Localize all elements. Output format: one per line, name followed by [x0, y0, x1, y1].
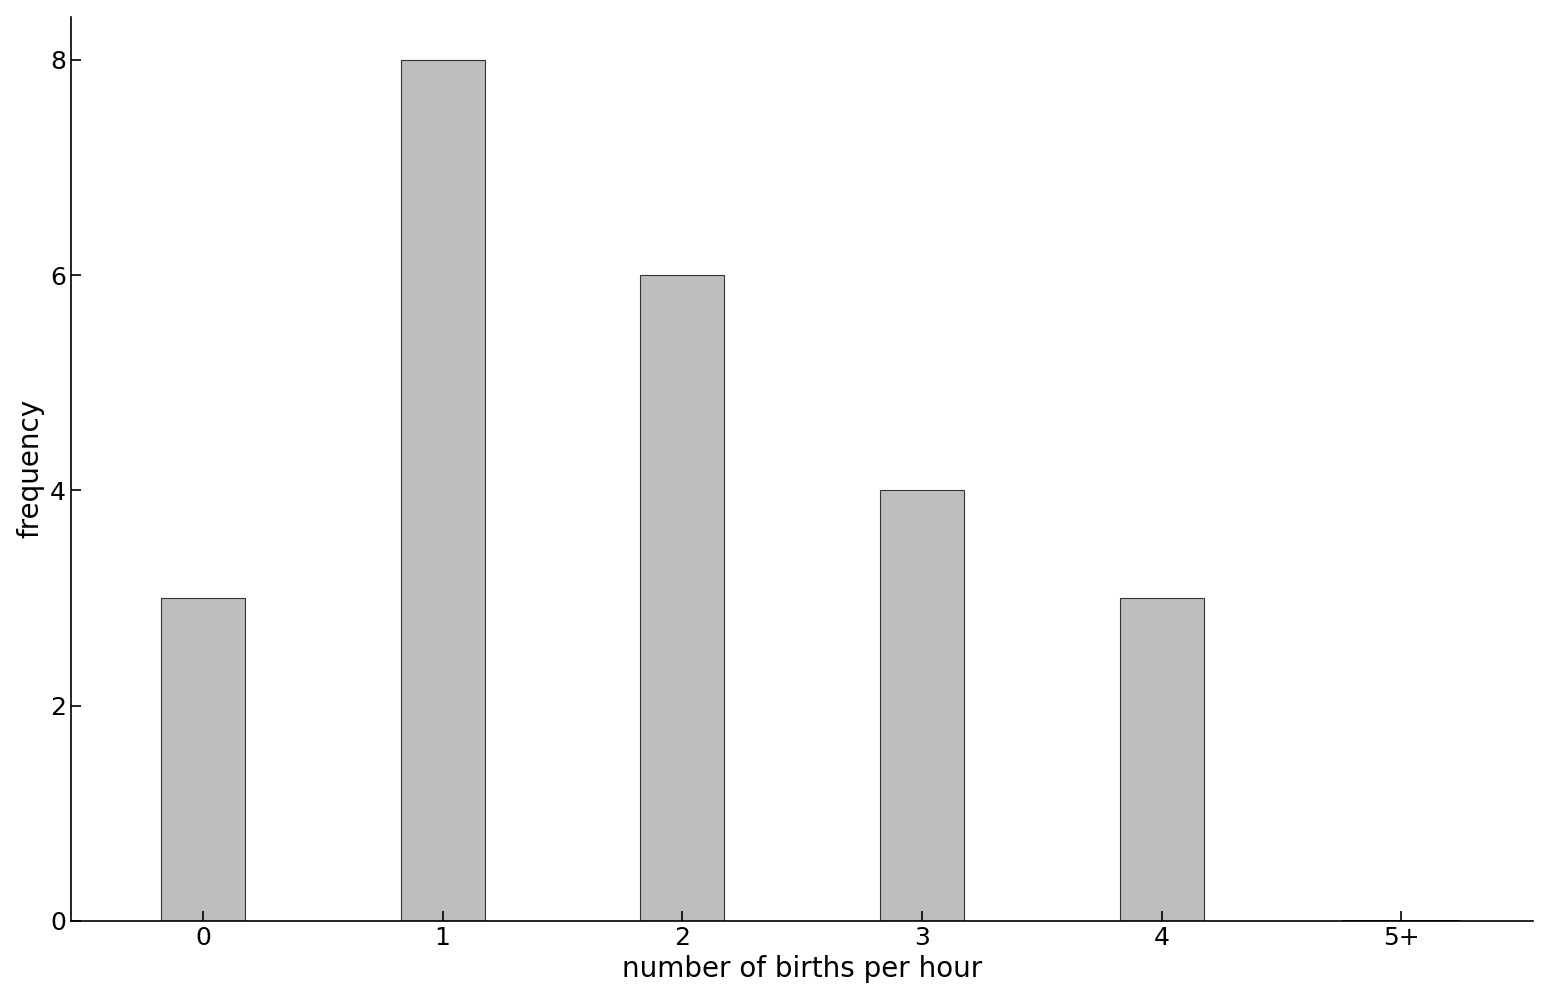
- Bar: [640, 275, 724, 921]
- Y-axis label: frequency: frequency: [17, 399, 45, 538]
- X-axis label: number of births per hour: number of births per hour: [622, 955, 983, 983]
- Bar: [401, 60, 485, 921]
- Bar: [161, 598, 245, 921]
- Bar: [880, 490, 964, 921]
- Bar: [1119, 598, 1204, 921]
